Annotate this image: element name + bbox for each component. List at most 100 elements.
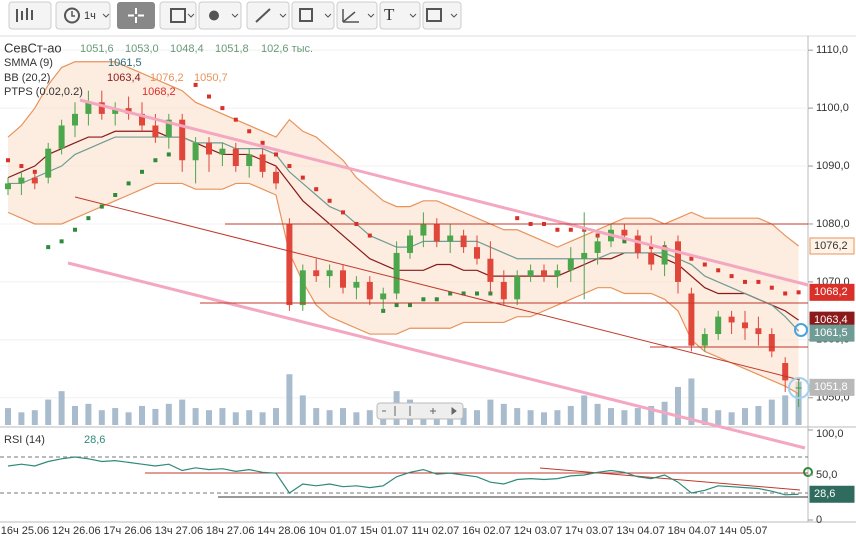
icon xyxy=(255,8,271,23)
candle-body xyxy=(393,252,400,294)
scroll-bar[interactable] xyxy=(376,402,464,420)
candle-body xyxy=(594,241,601,253)
candle-body xyxy=(541,270,547,277)
candle-body xyxy=(18,177,25,184)
volume-bar xyxy=(594,403,601,425)
sar-dot xyxy=(783,291,788,296)
close-label-box xyxy=(809,378,855,396)
dropdown-arrows xyxy=(102,13,458,18)
sar-dot xyxy=(327,198,332,203)
candle-body xyxy=(192,142,199,161)
y-tick-label: 1090,0 xyxy=(816,160,850,172)
candle-body xyxy=(5,183,11,190)
volume-bar xyxy=(232,412,239,425)
layout-button[interactable] xyxy=(159,1,197,30)
candle-body xyxy=(487,258,494,282)
candle-body xyxy=(326,270,333,277)
volume-bar xyxy=(675,386,681,425)
sar-dot xyxy=(73,227,77,232)
symbol: СевСт-ао xyxy=(4,40,62,55)
candle-body xyxy=(31,177,38,184)
x-tick-label: 17ч 03.07 xyxy=(565,525,614,537)
bb-upper-label: 1076,2 xyxy=(814,240,848,252)
text-tool-label: T xyxy=(384,5,395,24)
volume-bar xyxy=(18,412,25,425)
volume-bar xyxy=(621,410,628,425)
candle-body xyxy=(701,334,708,346)
volume-bar xyxy=(728,412,735,425)
volume-bar xyxy=(715,410,722,425)
volume-bar xyxy=(527,410,534,425)
x-tick-label: 14ч 05.07 xyxy=(719,525,768,537)
x-tick-label: 16ч 25.06 xyxy=(1,525,50,537)
sar-dot xyxy=(300,175,305,180)
ptps-label: 1068,2 xyxy=(814,286,848,298)
candle-body xyxy=(742,322,748,329)
sar-dot xyxy=(408,303,412,308)
candle-body xyxy=(661,247,668,265)
scroll-control xyxy=(376,402,464,420)
volume-bar xyxy=(299,395,306,425)
candle-body xyxy=(299,270,306,306)
icon xyxy=(170,8,186,23)
scroll-icons xyxy=(382,406,457,416)
x-tick-label: 13ч 04.07 xyxy=(616,525,665,537)
volume-bar xyxy=(286,374,293,425)
band-fill xyxy=(8,61,799,394)
candle-body xyxy=(112,108,119,114)
chart-type-button[interactable] xyxy=(8,1,52,30)
sar-dot xyxy=(287,164,292,169)
candle-body xyxy=(45,148,52,178)
volume-bar xyxy=(165,403,172,425)
candle-body xyxy=(500,281,507,300)
indicators-button[interactable] xyxy=(198,1,242,30)
candle-body xyxy=(634,235,641,253)
volume-bar xyxy=(72,405,78,425)
crosshair-button[interactable] xyxy=(117,2,155,29)
volume-bar xyxy=(460,408,467,425)
rsi-value: 28,6 xyxy=(84,434,105,446)
text-tool-button[interactable] xyxy=(379,1,421,30)
candle-body xyxy=(72,113,78,126)
candle-body xyxy=(353,281,360,288)
bb-upper-label-box xyxy=(809,237,855,255)
candle-body xyxy=(206,142,212,155)
sar-dot xyxy=(86,216,91,221)
sar-dot xyxy=(314,187,319,192)
volume-bar xyxy=(85,403,92,425)
x-tick-label: 11ч 02.07 xyxy=(412,525,460,537)
volume-bar xyxy=(206,410,212,425)
volume-bar xyxy=(514,408,521,425)
candle-body xyxy=(246,154,253,167)
candle-body xyxy=(675,241,681,282)
volume-bar xyxy=(152,408,159,425)
candle-body xyxy=(527,270,534,277)
x-tick-label: 14ч 28.06 xyxy=(257,525,306,537)
sar-dot xyxy=(461,291,466,296)
y-tick-label: 0 xyxy=(816,514,822,526)
y-tick-label: 1100,0 xyxy=(816,102,849,114)
candle-body xyxy=(165,119,172,138)
volume-bar xyxy=(474,410,480,425)
volume-bar xyxy=(219,408,226,425)
volume-bar xyxy=(608,408,614,425)
volume-bar xyxy=(648,405,655,425)
volume-bar xyxy=(179,399,186,425)
candle-body xyxy=(554,270,561,277)
candle-body xyxy=(755,328,762,335)
legend-low: 1048,4 xyxy=(170,43,204,55)
volume-bar xyxy=(768,399,775,425)
sar-dot xyxy=(193,82,198,87)
volume-bar xyxy=(259,412,266,425)
volume-bar xyxy=(112,408,119,425)
volume-bar xyxy=(125,412,132,425)
sar-dot xyxy=(434,297,439,302)
x-tick-label: 15ч 01.07 xyxy=(360,525,409,537)
sar-dot xyxy=(153,158,158,163)
sar-dot xyxy=(448,291,453,296)
line-tool-button[interactable] xyxy=(246,1,290,30)
sar-dot xyxy=(113,193,118,198)
candle-body xyxy=(768,334,775,352)
x-tick-label: 13ч 27.06 xyxy=(155,525,204,537)
marker xyxy=(788,377,810,399)
